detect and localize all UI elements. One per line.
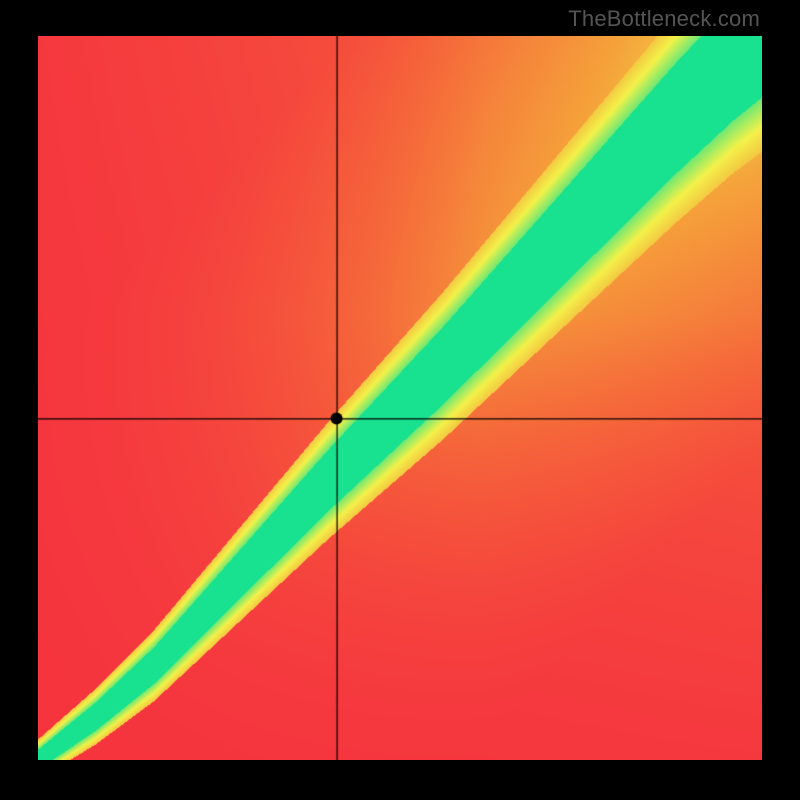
watermark-text: TheBottleneck.com	[568, 6, 760, 32]
bottleneck-heatmap	[38, 36, 762, 760]
chart-container: TheBottleneck.com	[0, 0, 800, 800]
